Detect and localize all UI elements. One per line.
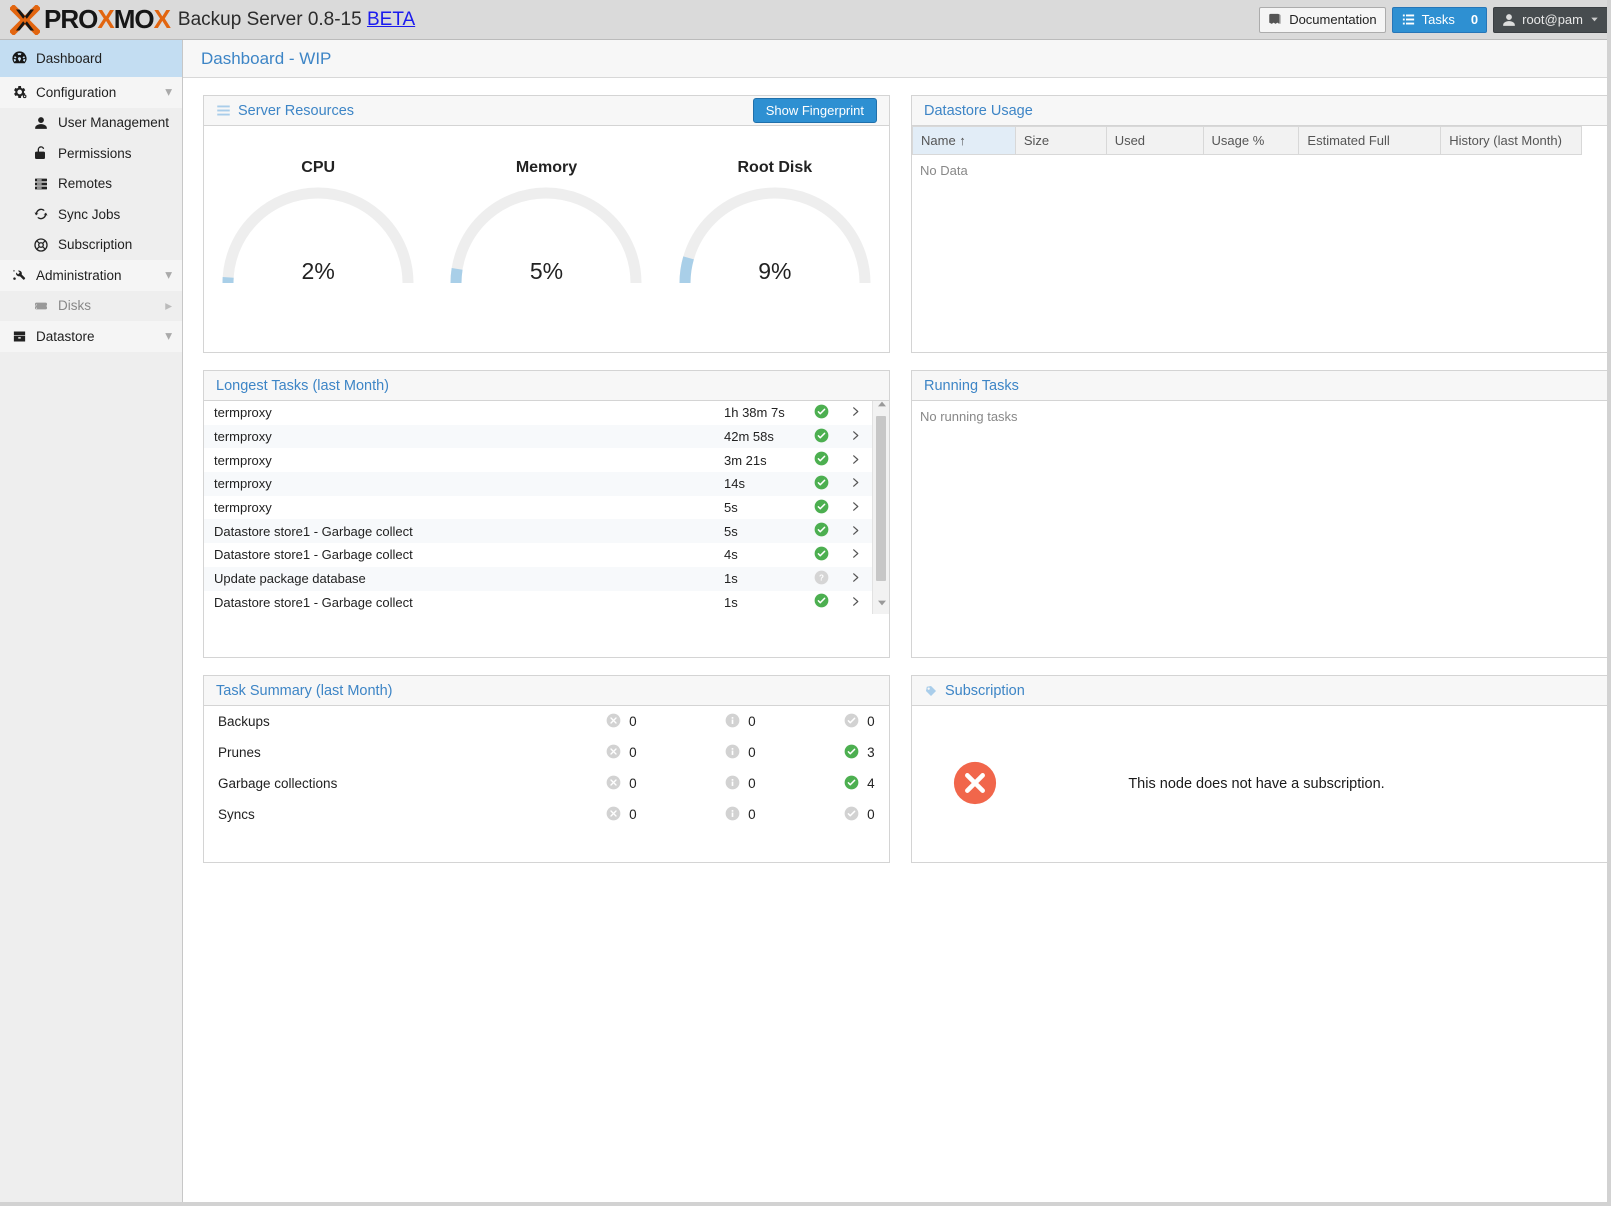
svg-text:?: ? (819, 573, 824, 582)
